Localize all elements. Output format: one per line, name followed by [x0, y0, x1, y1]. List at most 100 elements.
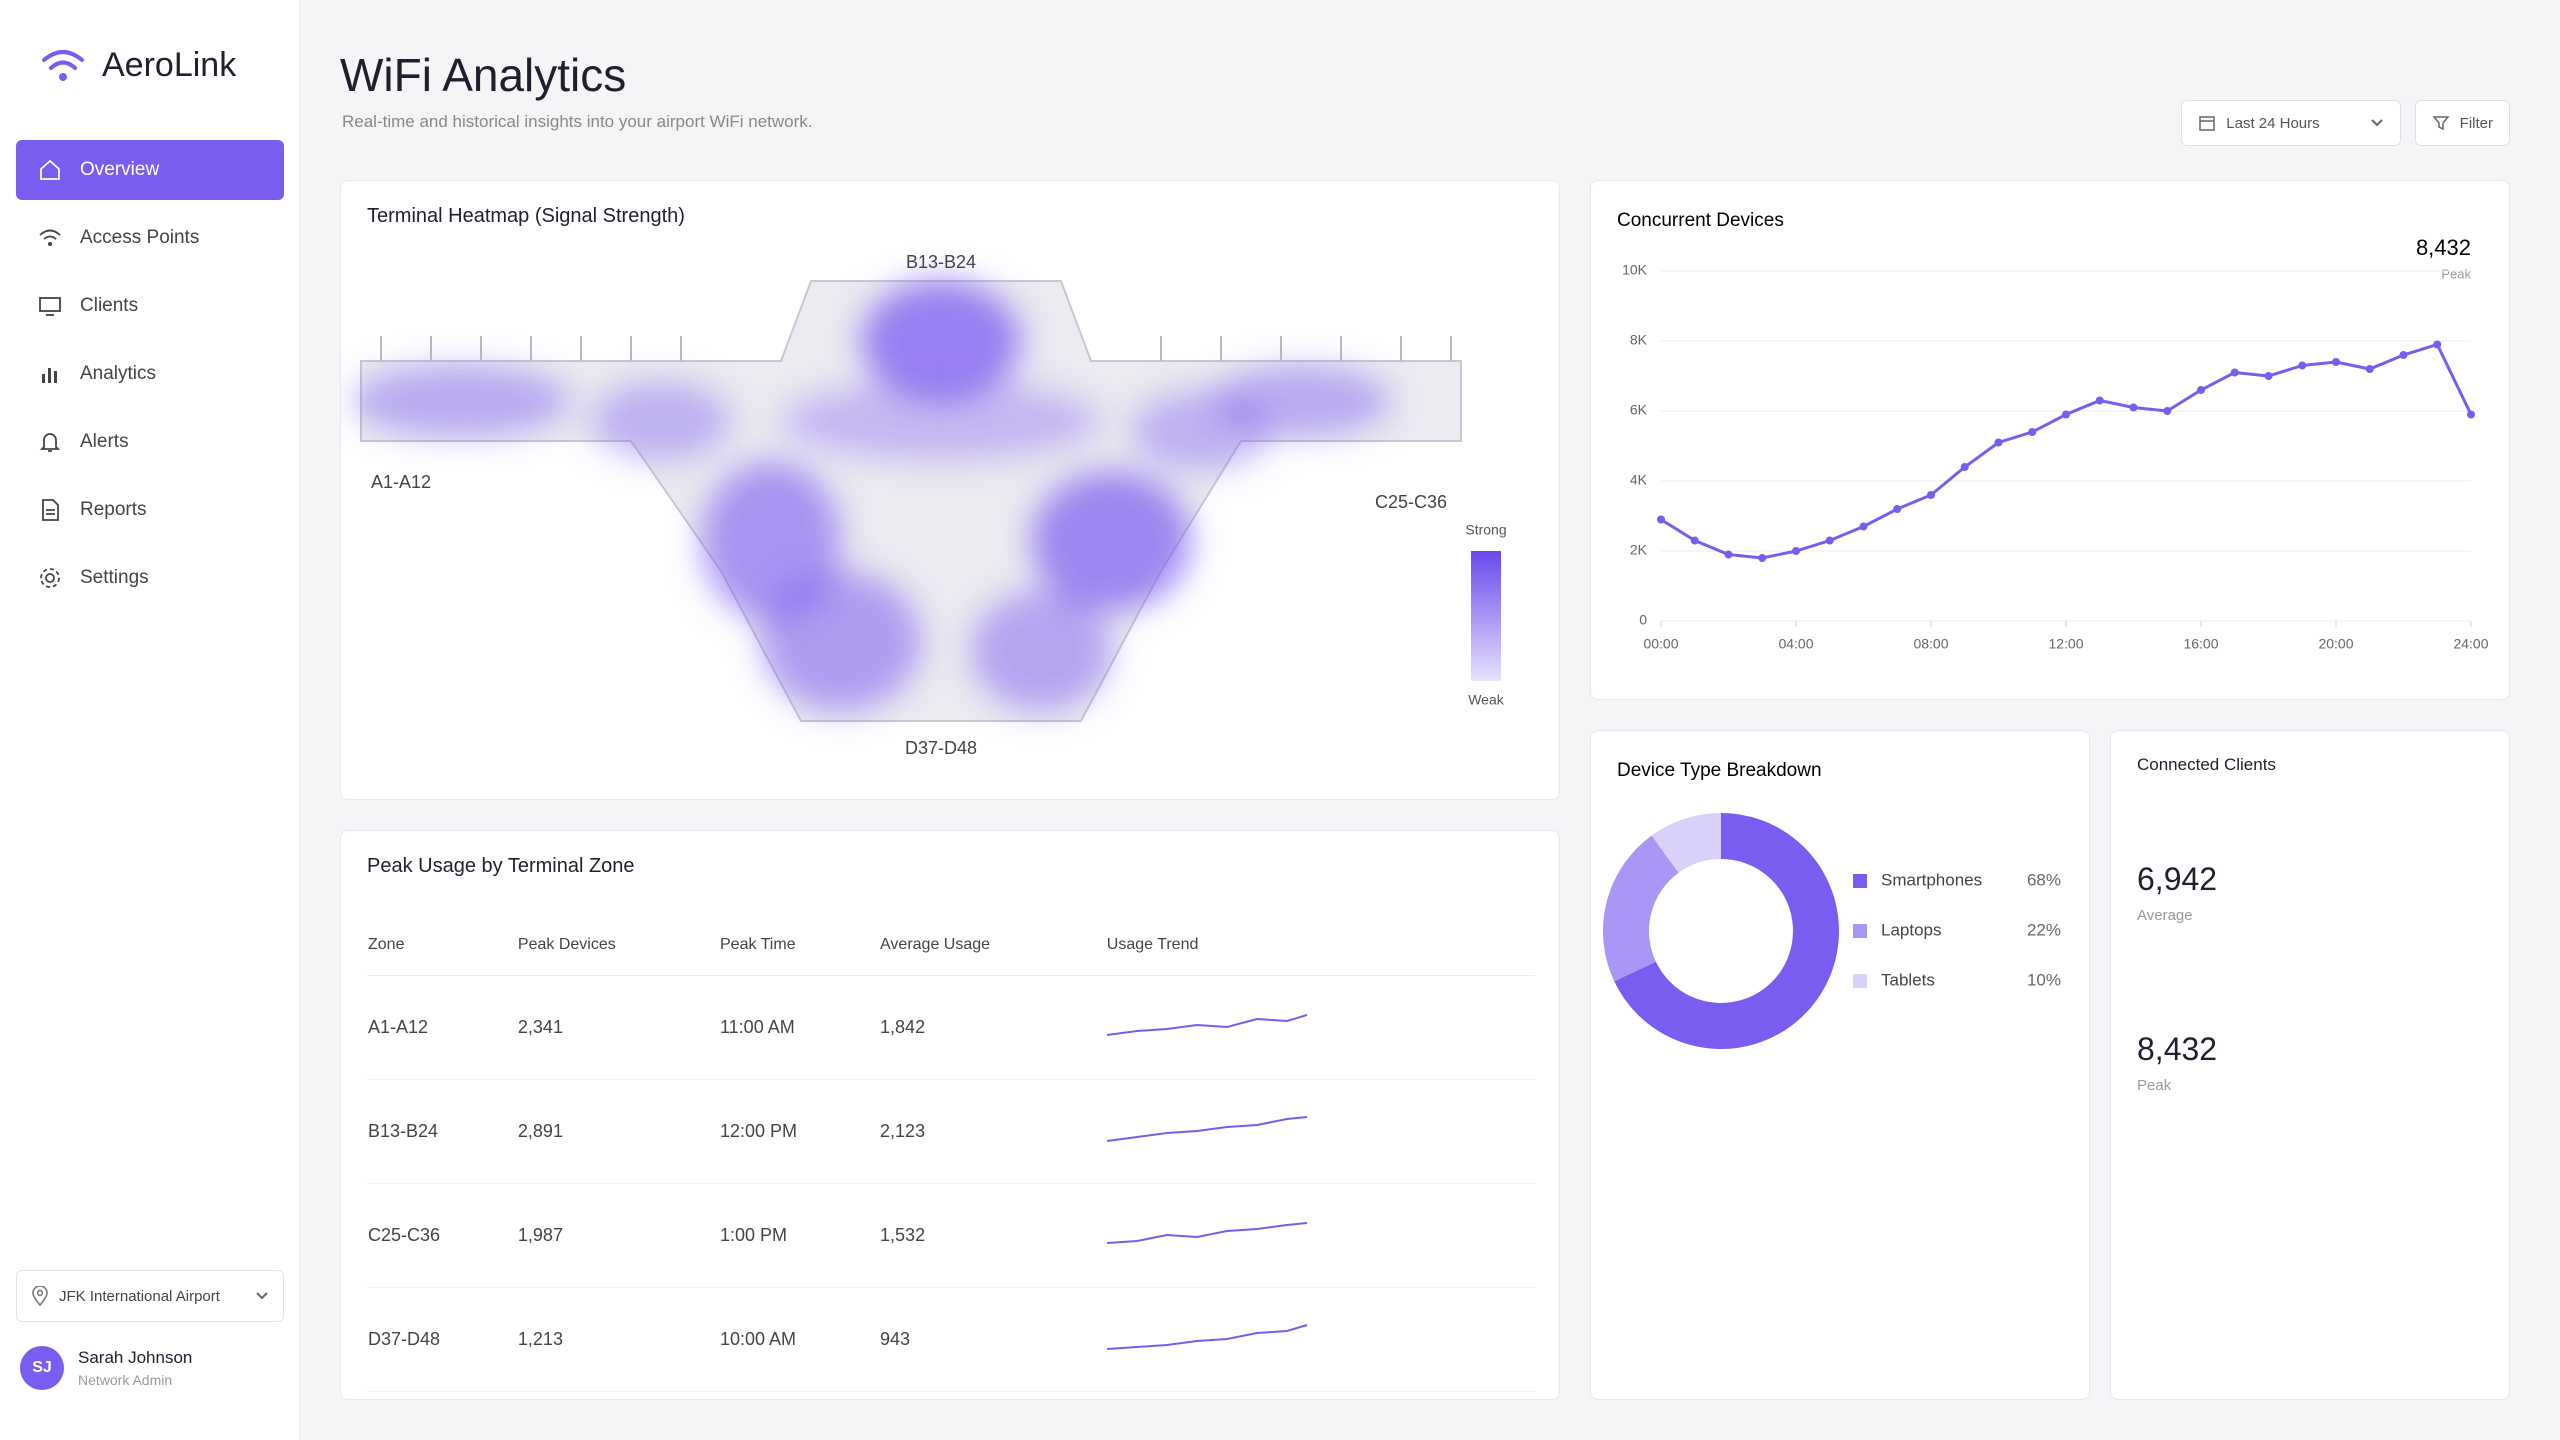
- legend-value: 10%: [2027, 970, 2061, 989]
- peak-label: Peak: [2441, 266, 2471, 281]
- legend-value: 22%: [2027, 920, 2061, 939]
- heat-blobs: [351, 281, 1391, 711]
- nav-label: Clients: [80, 295, 139, 316]
- table-cell: 2,891: [516, 1079, 719, 1184]
- nav-item[interactable]: Analytics: [16, 344, 284, 404]
- nav-icon: [39, 433, 61, 452]
- table-cell: C25-C36: [367, 1183, 517, 1288]
- nav-icon: [40, 159, 60, 180]
- user-role: Network Admin: [78, 1372, 173, 1388]
- table-cell: 2,123: [879, 1079, 1106, 1184]
- line-point: [2264, 372, 2273, 380]
- nav-icon: [42, 499, 59, 521]
- line-point: [1893, 505, 1902, 513]
- nav-item[interactable]: Clients: [16, 276, 284, 336]
- table-cell: 1,987: [516, 1183, 719, 1288]
- nav-item[interactable]: Alerts: [16, 412, 284, 472]
- y-tick-label: 0: [1639, 612, 1647, 628]
- table-cell: 12:00 PM: [719, 1079, 880, 1184]
- heatmap-card: Terminal Heatmap (Signal Strength) B13-B…: [340, 180, 1560, 800]
- table-cell: B13-B24: [367, 1079, 517, 1184]
- range-select[interactable]: Last 24 Hours: [2181, 100, 2401, 146]
- nav: Overview Access Points Clients Analytics Ale…: [16, 140, 284, 616]
- nav-item[interactable]: Overview: [16, 140, 284, 200]
- line-point: [1792, 547, 1800, 555]
- table-cell: 943: [879, 1287, 1106, 1392]
- peak-value: 8,432: [2416, 235, 2471, 260]
- legend-label: Tablets: [1881, 970, 1935, 989]
- filter-button[interactable]: Filter: [2414, 100, 2510, 146]
- table-cell: 1,532: [879, 1183, 1106, 1288]
- column-header: Usage Trend: [1105, 915, 1535, 976]
- column-header: Peak Time: [719, 915, 880, 976]
- line-point: [1994, 438, 2003, 447]
- column-header: Average Usage: [879, 915, 1106, 976]
- donut-slice: [1603, 835, 1680, 982]
- donut-chart: Device Type Breakdown Smartphones 68% Lapto…: [1603, 760, 2061, 1049]
- user[interactable]: SJ Sarah Johnson Network Admin: [20, 1346, 192, 1390]
- x-tick-label: 04:00: [1778, 636, 1813, 652]
- table-cell: 1,213: [516, 1287, 719, 1392]
- nav-icon: [39, 229, 61, 246]
- nav-item[interactable]: Reports: [16, 480, 284, 540]
- brand-name: AeroLink: [102, 46, 237, 84]
- x-tick-label: 24:00: [2453, 636, 2488, 652]
- nav-icon: [39, 297, 61, 316]
- line-point: [2062, 410, 2070, 419]
- line-point: [1927, 491, 1935, 499]
- peak-usage-card: Peak Usage by Terminal Zone Zone Peak Dev…: [340, 830, 1560, 1400]
- sparkline-path: [1106, 1115, 1307, 1142]
- line-point: [2433, 340, 2442, 349]
- table-cell: 10:00 AM: [719, 1287, 880, 1392]
- column-header: Zone: [367, 915, 517, 976]
- page-title: WiFi Analytics: [340, 49, 627, 101]
- column-header: Peak Devices: [516, 915, 719, 976]
- trend-cell: [1105, 1079, 1535, 1184]
- chevron: [256, 1292, 268, 1300]
- nav-item[interactable]: Settings: [16, 548, 284, 608]
- range-label: Last 24 Hours: [2226, 114, 2320, 132]
- zone-label: C25-C36: [1375, 492, 1447, 512]
- airport-name: JFK International Airport: [59, 1287, 220, 1305]
- nav-label: Reports: [80, 499, 147, 520]
- brand: AeroLink: [40, 46, 236, 85]
- nav-icon: [42, 368, 57, 383]
- zone-label: A1-A12: [371, 472, 431, 492]
- legend-swatch: [1853, 924, 1867, 938]
- peak-label: Peak: [2137, 1077, 2172, 1094]
- table-row: C25-C36 1,987 1:00 PM 1,532: [367, 1183, 1535, 1288]
- legend-value: 68%: [2027, 870, 2061, 889]
- table-cell: 2,341: [516, 975, 719, 1080]
- nav-item[interactable]: Access Points: [16, 208, 284, 268]
- x-tick-label: 12:00: [2048, 636, 2083, 652]
- line-point: [1960, 463, 1969, 471]
- legend-label: Strong: [1465, 522, 1506, 538]
- legend-label: Weak: [1468, 692, 1505, 708]
- average-value: 6,942: [2137, 861, 2218, 897]
- y-tick-label: 4K: [1630, 472, 1648, 488]
- airport-select[interactable]: JFK International Airport: [16, 1270, 284, 1322]
- average-label: Average: [2137, 907, 2193, 924]
- line-point: [2129, 403, 2138, 412]
- x-tick-label: 00:00: [1643, 636, 1678, 652]
- calendar-icon: [2199, 116, 2216, 131]
- nav-label: Alerts: [80, 431, 129, 452]
- line-point: [1825, 536, 1834, 545]
- line-point: [2028, 428, 2037, 436]
- line-point: [1758, 554, 1767, 562]
- user-name: Sarah Johnson: [78, 1348, 193, 1367]
- line-point: [2230, 368, 2239, 377]
- donut-slice: [1651, 813, 1722, 874]
- filter-label: Filter: [2459, 114, 2493, 132]
- peak-value: 8,432: [2137, 1031, 2218, 1067]
- trend-cell: [1105, 1183, 1535, 1288]
- zone-label: B13-B24: [906, 252, 976, 272]
- table-cell: 1:00 PM: [719, 1183, 880, 1288]
- line-chart: Concurrent Devices 8,432 Peak 0 2K 4K 6K 8K 10K 0…: [1617, 210, 2489, 652]
- table-cell: A1-A12: [367, 975, 517, 1080]
- sparkline: [1106, 1115, 1307, 1142]
- table-cell: 1,842: [879, 975, 1106, 1080]
- x-tick-label: 08:00: [1913, 636, 1948, 652]
- chevron: [2370, 119, 2383, 127]
